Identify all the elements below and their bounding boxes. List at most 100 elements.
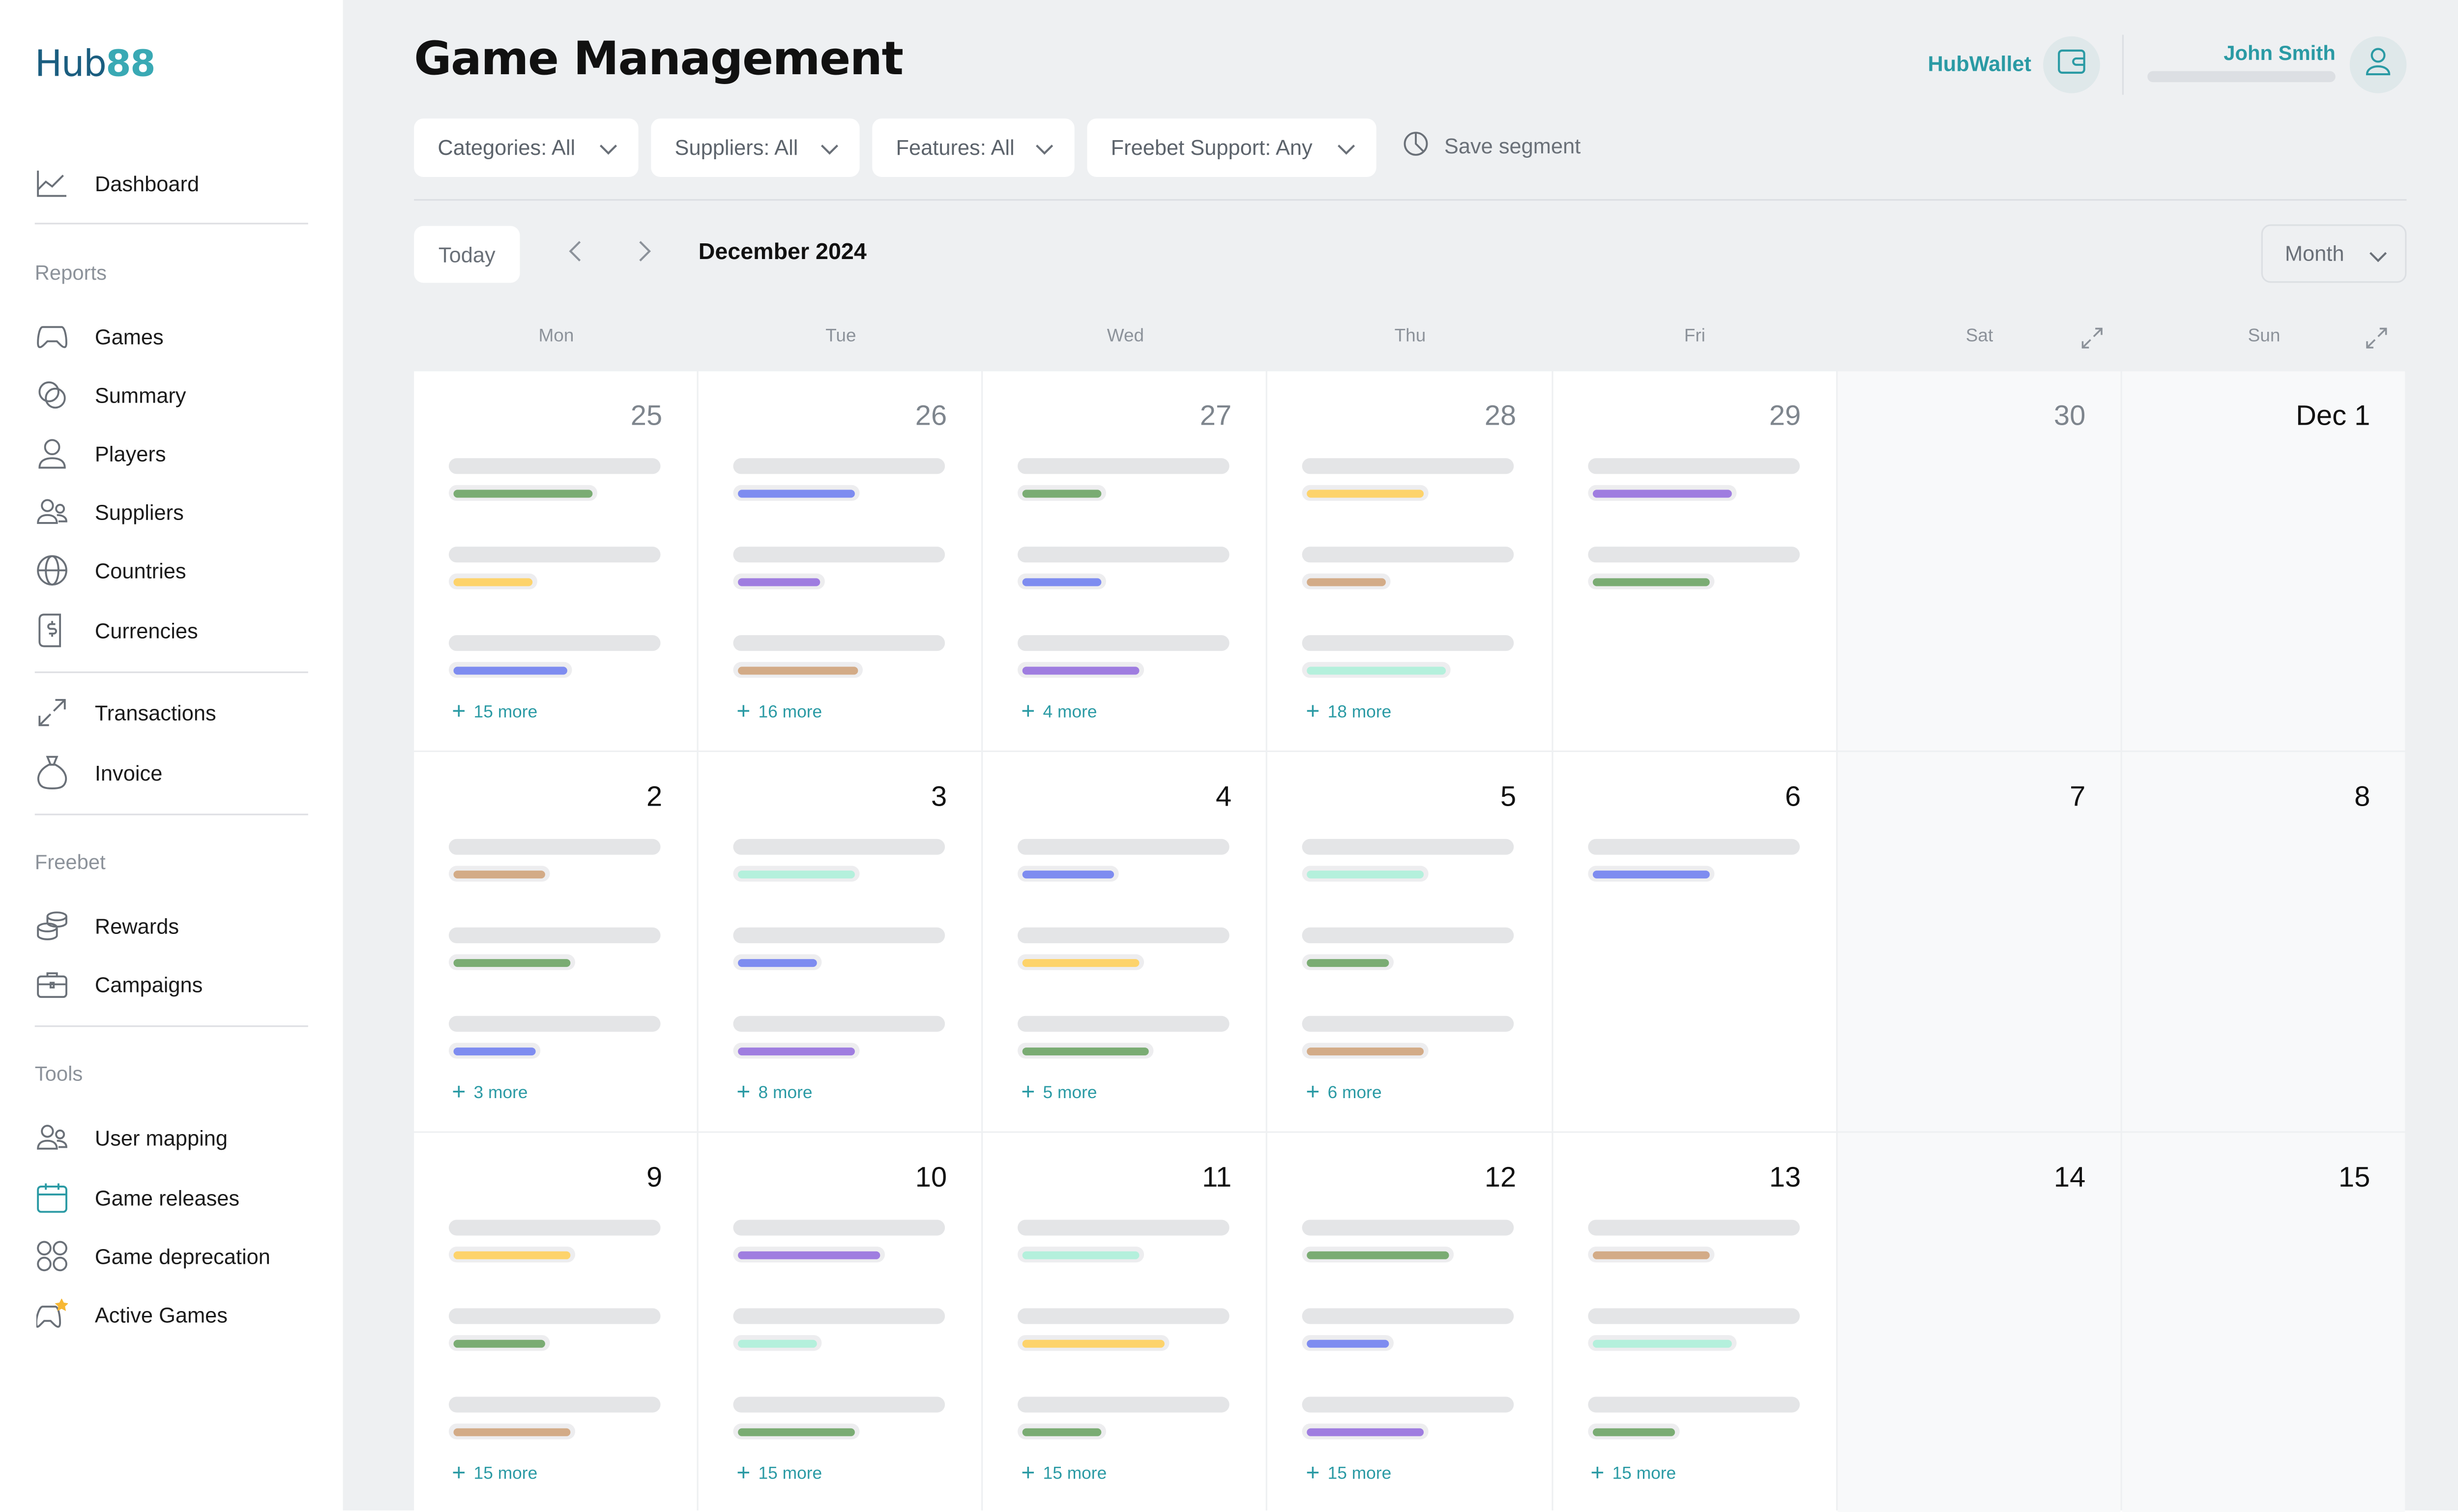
game-title-placeholder[interactable] bbox=[733, 927, 945, 943]
hubwallet-link[interactable]: HubWallet bbox=[1928, 52, 2031, 76]
game-title-placeholder[interactable] bbox=[1018, 1220, 1230, 1236]
game-title-placeholder[interactable] bbox=[1587, 1396, 1799, 1413]
game-title-placeholder[interactable] bbox=[1302, 635, 1515, 651]
calendar-day-cell[interactable]: 15 bbox=[2122, 1133, 2405, 1512]
calendar-day-cell[interactable]: 30 bbox=[1837, 371, 2120, 751]
filter-freebet-support[interactable]: Freebet Support: Any bbox=[1087, 118, 1376, 177]
sidebar-item-suppliers[interactable]: Suppliers bbox=[35, 492, 320, 533]
show-more-link[interactable]: +6 more bbox=[1306, 1081, 1381, 1105]
show-more-link[interactable]: +15 more bbox=[1590, 1461, 1676, 1485]
sidebar-item-countries[interactable]: Countries bbox=[35, 550, 320, 591]
show-more-link[interactable]: +18 more bbox=[1306, 700, 1391, 724]
calendar-day-cell[interactable]: 10 +15 more bbox=[699, 1133, 982, 1512]
calendar-day-cell[interactable]: 8 bbox=[2122, 752, 2405, 1132]
calendar-day-cell[interactable]: 12 +15 more bbox=[1268, 1133, 1551, 1512]
sidebar-item-games[interactable]: Games bbox=[35, 316, 320, 357]
show-more-link[interactable]: +16 more bbox=[736, 700, 822, 724]
game-title-placeholder[interactable] bbox=[1587, 1308, 1799, 1324]
calendar-day-cell[interactable]: Dec 1 bbox=[2122, 371, 2405, 751]
game-title-placeholder[interactable] bbox=[448, 1220, 661, 1236]
expand-sunday-button[interactable] bbox=[2364, 325, 2389, 350]
game-title-placeholder[interactable] bbox=[448, 635, 661, 651]
show-more-link[interactable]: +4 more bbox=[1021, 700, 1097, 724]
calendar-day-cell[interactable]: 4 +5 more bbox=[983, 752, 1266, 1132]
game-title-placeholder[interactable] bbox=[1302, 458, 1515, 474]
game-title-placeholder[interactable] bbox=[1018, 635, 1230, 651]
calendar-day-cell[interactable]: 27 +4 more bbox=[983, 371, 1266, 751]
game-title-placeholder[interactable] bbox=[1302, 927, 1515, 943]
sidebar-item-game-releases[interactable]: Game releases bbox=[35, 1177, 320, 1219]
filter-features[interactable]: Features: All bbox=[872, 118, 1075, 177]
prev-month-button[interactable] bbox=[559, 237, 591, 272]
game-title-placeholder[interactable] bbox=[1302, 1396, 1515, 1413]
game-title-placeholder[interactable] bbox=[733, 547, 945, 563]
game-title-placeholder[interactable] bbox=[448, 927, 661, 943]
game-title-placeholder[interactable] bbox=[448, 547, 661, 563]
sidebar-item-rewards[interactable]: Rewards bbox=[35, 905, 320, 947]
game-title-placeholder[interactable] bbox=[733, 1220, 945, 1236]
show-more-link[interactable]: +3 more bbox=[452, 1081, 527, 1105]
game-title-placeholder[interactable] bbox=[733, 839, 945, 855]
game-title-placeholder[interactable] bbox=[1018, 839, 1230, 855]
game-title-placeholder[interactable] bbox=[733, 635, 945, 651]
show-more-link[interactable]: +15 more bbox=[1306, 1461, 1391, 1485]
show-more-link[interactable]: +5 more bbox=[1021, 1081, 1097, 1105]
show-more-link[interactable]: +15 more bbox=[1021, 1461, 1107, 1485]
sidebar-item-players[interactable]: Players bbox=[35, 433, 320, 474]
calendar-day-cell[interactable]: 14 bbox=[1837, 1133, 2120, 1512]
calendar-day-cell[interactable]: 2 +3 more bbox=[414, 752, 697, 1132]
game-title-placeholder[interactable] bbox=[733, 1308, 945, 1324]
show-more-link[interactable]: +8 more bbox=[736, 1081, 812, 1105]
game-title-placeholder[interactable] bbox=[1302, 1308, 1515, 1324]
game-title-placeholder[interactable] bbox=[733, 1016, 945, 1032]
user-name[interactable]: John Smith bbox=[2224, 41, 2336, 65]
game-title-placeholder[interactable] bbox=[733, 1396, 945, 1413]
filter-categories[interactable]: Categories: All bbox=[414, 118, 639, 177]
calendar-day-cell[interactable]: 25 +15 more bbox=[414, 371, 697, 751]
calendar-day-cell[interactable]: 9 +15 more bbox=[414, 1133, 697, 1512]
sidebar-item-currencies[interactable]: Currencies bbox=[35, 610, 320, 651]
wallet-button[interactable] bbox=[2043, 36, 2100, 93]
calendar-day-cell[interactable]: 6 bbox=[1552, 752, 1836, 1132]
sidebar-item-game-deprecation[interactable]: Game deprecation bbox=[35, 1236, 320, 1277]
game-title-placeholder[interactable] bbox=[1302, 839, 1515, 855]
calendar-day-cell[interactable]: 28 +18 more bbox=[1268, 371, 1551, 751]
game-title-placeholder[interactable] bbox=[448, 1016, 661, 1032]
game-title-placeholder[interactable] bbox=[1302, 1220, 1515, 1236]
game-title-placeholder[interactable] bbox=[1018, 927, 1230, 943]
calendar-day-cell[interactable]: 5 +6 more bbox=[1268, 752, 1551, 1132]
show-more-link[interactable]: +15 more bbox=[452, 1461, 537, 1485]
game-title-placeholder[interactable] bbox=[448, 839, 661, 855]
game-title-placeholder[interactable] bbox=[1018, 1396, 1230, 1413]
calendar-day-cell[interactable]: 29 bbox=[1552, 371, 1836, 751]
sidebar-item-campaigns[interactable]: Campaigns bbox=[35, 964, 320, 1005]
calendar-day-cell[interactable]: 7 bbox=[1837, 752, 2120, 1132]
calendar-day-cell[interactable]: 26 +16 more bbox=[699, 371, 982, 751]
next-month-button[interactable] bbox=[629, 237, 660, 272]
game-title-placeholder[interactable] bbox=[1302, 1016, 1515, 1032]
sidebar-item-transactions[interactable]: Transactions bbox=[35, 692, 320, 733]
game-title-placeholder[interactable] bbox=[1018, 1308, 1230, 1324]
sidebar-item-summary[interactable]: Summary bbox=[35, 375, 320, 416]
sidebar-item-active-games[interactable]: Active Games bbox=[35, 1294, 320, 1336]
show-more-link[interactable]: +15 more bbox=[452, 700, 537, 724]
filter-suppliers[interactable]: Suppliers: All bbox=[651, 118, 860, 177]
game-title-placeholder[interactable] bbox=[1018, 1016, 1230, 1032]
view-mode-select[interactable]: Month bbox=[2261, 224, 2407, 283]
calendar-day-cell[interactable]: 3 +8 more bbox=[699, 752, 982, 1132]
game-title-placeholder[interactable] bbox=[448, 1396, 661, 1413]
game-title-placeholder[interactable] bbox=[1018, 458, 1230, 474]
game-title-placeholder[interactable] bbox=[1587, 1220, 1799, 1236]
today-button[interactable]: Today bbox=[414, 226, 520, 283]
sidebar-item-invoice[interactable]: Invoice bbox=[35, 752, 320, 793]
expand-saturday-button[interactable] bbox=[2079, 325, 2105, 350]
game-title-placeholder[interactable] bbox=[733, 458, 945, 474]
hub88-logo[interactable]: Hub88 bbox=[34, 44, 156, 86]
avatar[interactable] bbox=[2349, 36, 2407, 93]
game-title-placeholder[interactable] bbox=[1302, 547, 1515, 563]
game-title-placeholder[interactable] bbox=[448, 1308, 661, 1324]
calendar-day-cell[interactable]: 11 +15 more bbox=[983, 1133, 1266, 1512]
game-title-placeholder[interactable] bbox=[448, 458, 661, 474]
game-title-placeholder[interactable] bbox=[1018, 547, 1230, 563]
show-more-link[interactable]: +15 more bbox=[736, 1461, 822, 1485]
